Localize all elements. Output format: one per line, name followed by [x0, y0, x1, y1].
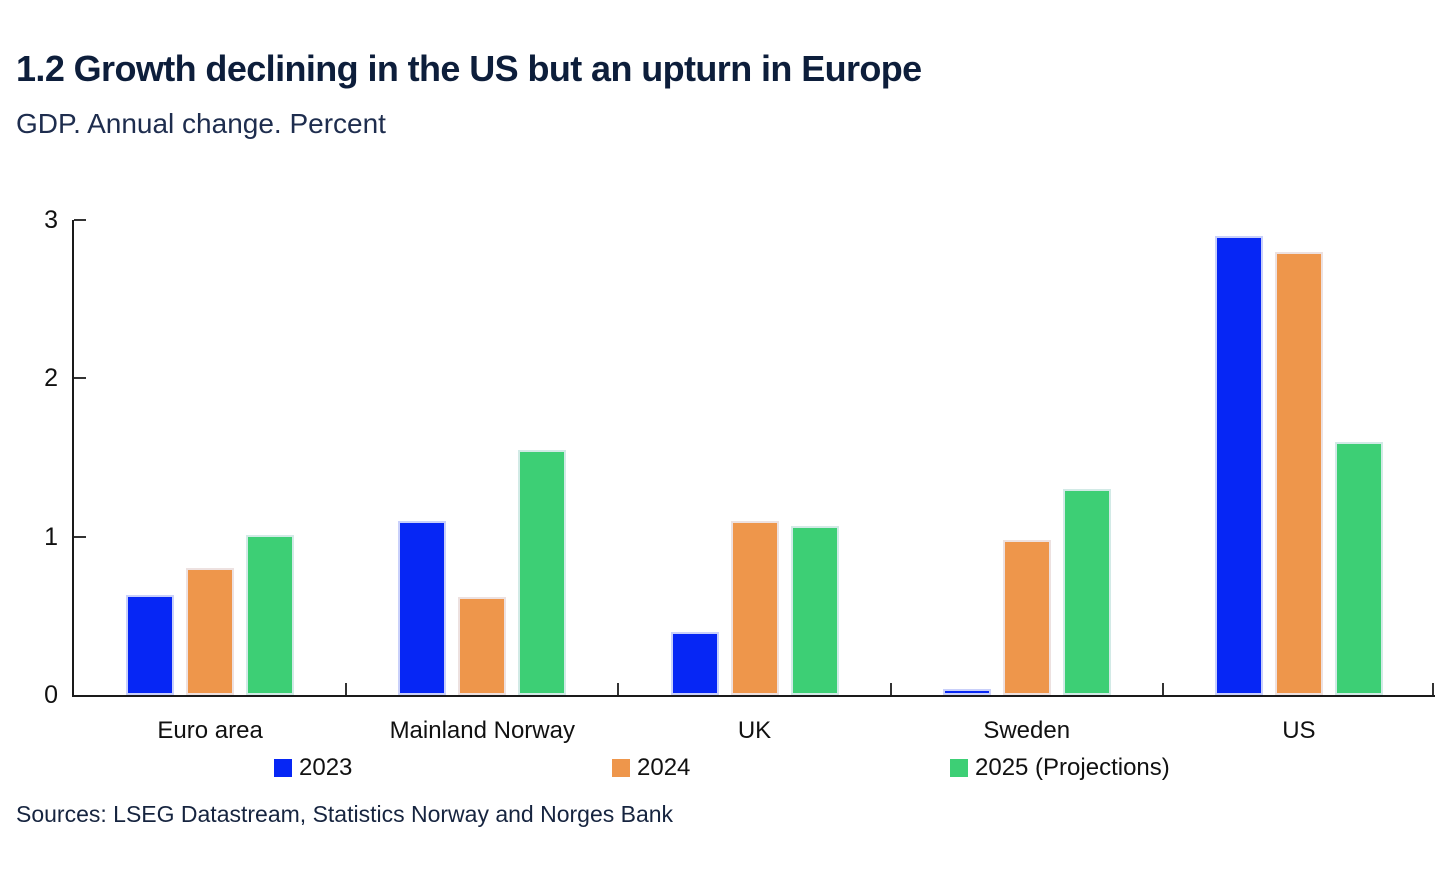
category-label-mainland-norway: Mainland Norway [389, 717, 575, 744]
bar-mainland-norway-2025-projections [518, 449, 567, 695]
y-tick-label: 0 [44, 681, 58, 709]
y-tick [74, 535, 86, 538]
bar-euro-area-2023 [126, 595, 175, 695]
bar-uk-2024 [730, 520, 779, 695]
category-label-uk: UK [737, 717, 772, 744]
y-tick-label: 1 [44, 522, 58, 551]
x-tick [345, 683, 348, 695]
legend-item-2025-projections: 2025 (Projections) [950, 753, 1170, 783]
y-tick [74, 377, 86, 380]
sources-note: Sources: LSEG Datastream, Statistics Nor… [16, 801, 674, 827]
bar-sweden-2024 [1002, 539, 1051, 695]
category-label-us: US [1282, 717, 1316, 744]
bar-euro-area-2024 [186, 568, 235, 695]
bar-mainland-norway-2023 [398, 520, 447, 695]
category-label-euro-area: Euro area [157, 717, 263, 744]
legend-label-2023: 2023 [299, 754, 353, 781]
x-axis-line [72, 695, 1435, 697]
bar-sweden-2025-projections [1062, 489, 1111, 695]
x-tick [889, 683, 892, 695]
bar-sweden-2023 [942, 688, 991, 695]
x-tick [617, 683, 620, 695]
legend-swatch-2024 [612, 759, 630, 777]
legend-item-2023: 2023 [274, 753, 352, 783]
bar-us-2023 [1214, 235, 1263, 695]
legend-label-2025-projections: 2025 (Projections) [975, 754, 1170, 781]
x-tick [1432, 683, 1434, 695]
chart-subtitle: GDP. Annual change. Percent [16, 108, 386, 139]
y-tick [74, 219, 86, 221]
category-label-sweden: Sweden [983, 717, 1071, 744]
y-tick-label: 2 [44, 364, 58, 393]
bar-euro-area-2025-projections [246, 535, 295, 695]
bar-uk-2025-projections [790, 525, 839, 695]
legend-item-2024: 2024 [612, 753, 690, 783]
legend-swatch-2025-projections [950, 759, 968, 777]
bar-mainland-norway-2024 [458, 596, 507, 695]
legend-swatch-2023 [274, 759, 292, 777]
y-axis-line [72, 220, 74, 697]
x-tick [1161, 683, 1164, 695]
bar-us-2024 [1274, 251, 1323, 695]
bar-uk-2023 [670, 631, 719, 695]
legend-label-2024: 2024 [637, 754, 691, 781]
y-tick-label: 3 [44, 206, 58, 234]
bar-us-2025-projections [1334, 441, 1383, 695]
chart-title: 1.2 Growth declining in the US but an up… [16, 48, 922, 89]
